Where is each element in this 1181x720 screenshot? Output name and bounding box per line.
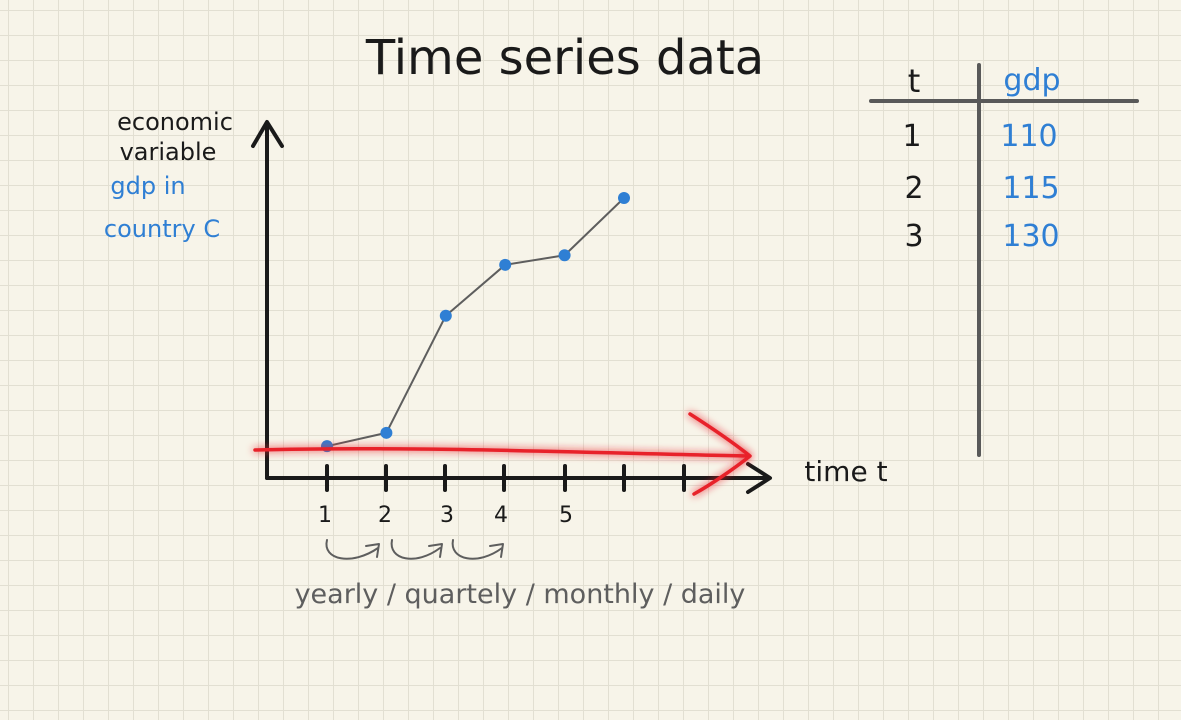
interval-arrowhead bbox=[365, 543, 380, 558]
y-axis-label-line2: variable bbox=[120, 138, 217, 166]
x-tick-label: 3 bbox=[440, 503, 454, 528]
table-cell-gdp: 115 bbox=[1002, 171, 1059, 206]
data-point bbox=[439, 309, 452, 322]
gdp-series bbox=[321, 192, 630, 453]
x-tick-label: 1 bbox=[318, 503, 332, 528]
table-cell-t: 1 bbox=[902, 119, 921, 154]
highlight-arrow-shaft bbox=[253, 446, 750, 458]
data-point bbox=[618, 192, 630, 204]
diagram-title: Time series data bbox=[365, 30, 764, 86]
x-tick-marks bbox=[325, 464, 686, 492]
interval-arrowhead bbox=[489, 543, 504, 558]
x-tick-label: 4 bbox=[494, 503, 508, 528]
x-tick-label: 5 bbox=[559, 503, 573, 528]
x-tick-labels: 1 2 3 4 5 bbox=[318, 503, 573, 528]
x-tick-label: 2 bbox=[378, 503, 392, 528]
interval-arrow bbox=[451, 539, 503, 560]
frequency-note: yearly / quartely / monthly / daily bbox=[295, 579, 746, 610]
data-point bbox=[499, 258, 512, 271]
data-point bbox=[558, 249, 571, 262]
highlight-arrow-head bbox=[688, 412, 752, 496]
y-axis-arrowhead bbox=[251, 120, 284, 148]
interval-arrowhead bbox=[428, 543, 443, 558]
table-cell-t: 3 bbox=[904, 219, 923, 254]
time-highlight-arrow bbox=[253, 412, 752, 496]
gdp-table: t gdp 1 110 2 115 3 130 bbox=[869, 62, 1139, 457]
table-header-gdp: gdp bbox=[1003, 63, 1060, 98]
x-axis-label: time t bbox=[804, 455, 887, 488]
interval-arrows bbox=[325, 539, 504, 560]
y-axis-example-line2: country C bbox=[104, 215, 220, 243]
data-point bbox=[380, 426, 393, 439]
table-cell-gdp: 110 bbox=[1000, 119, 1057, 154]
y-axis-example-line1: gdp in bbox=[110, 172, 185, 200]
table-cell-t: 2 bbox=[904, 171, 923, 206]
interval-arrow bbox=[390, 539, 441, 560]
table-cell-gdp: 130 bbox=[1002, 219, 1059, 254]
x-axis-arrowhead bbox=[746, 462, 772, 494]
chart-axes bbox=[251, 120, 772, 494]
table-header-t: t bbox=[908, 62, 921, 100]
series-line bbox=[326, 197, 625, 448]
interval-arrow bbox=[325, 539, 379, 560]
y-axis-label-line1: economic bbox=[117, 108, 233, 136]
